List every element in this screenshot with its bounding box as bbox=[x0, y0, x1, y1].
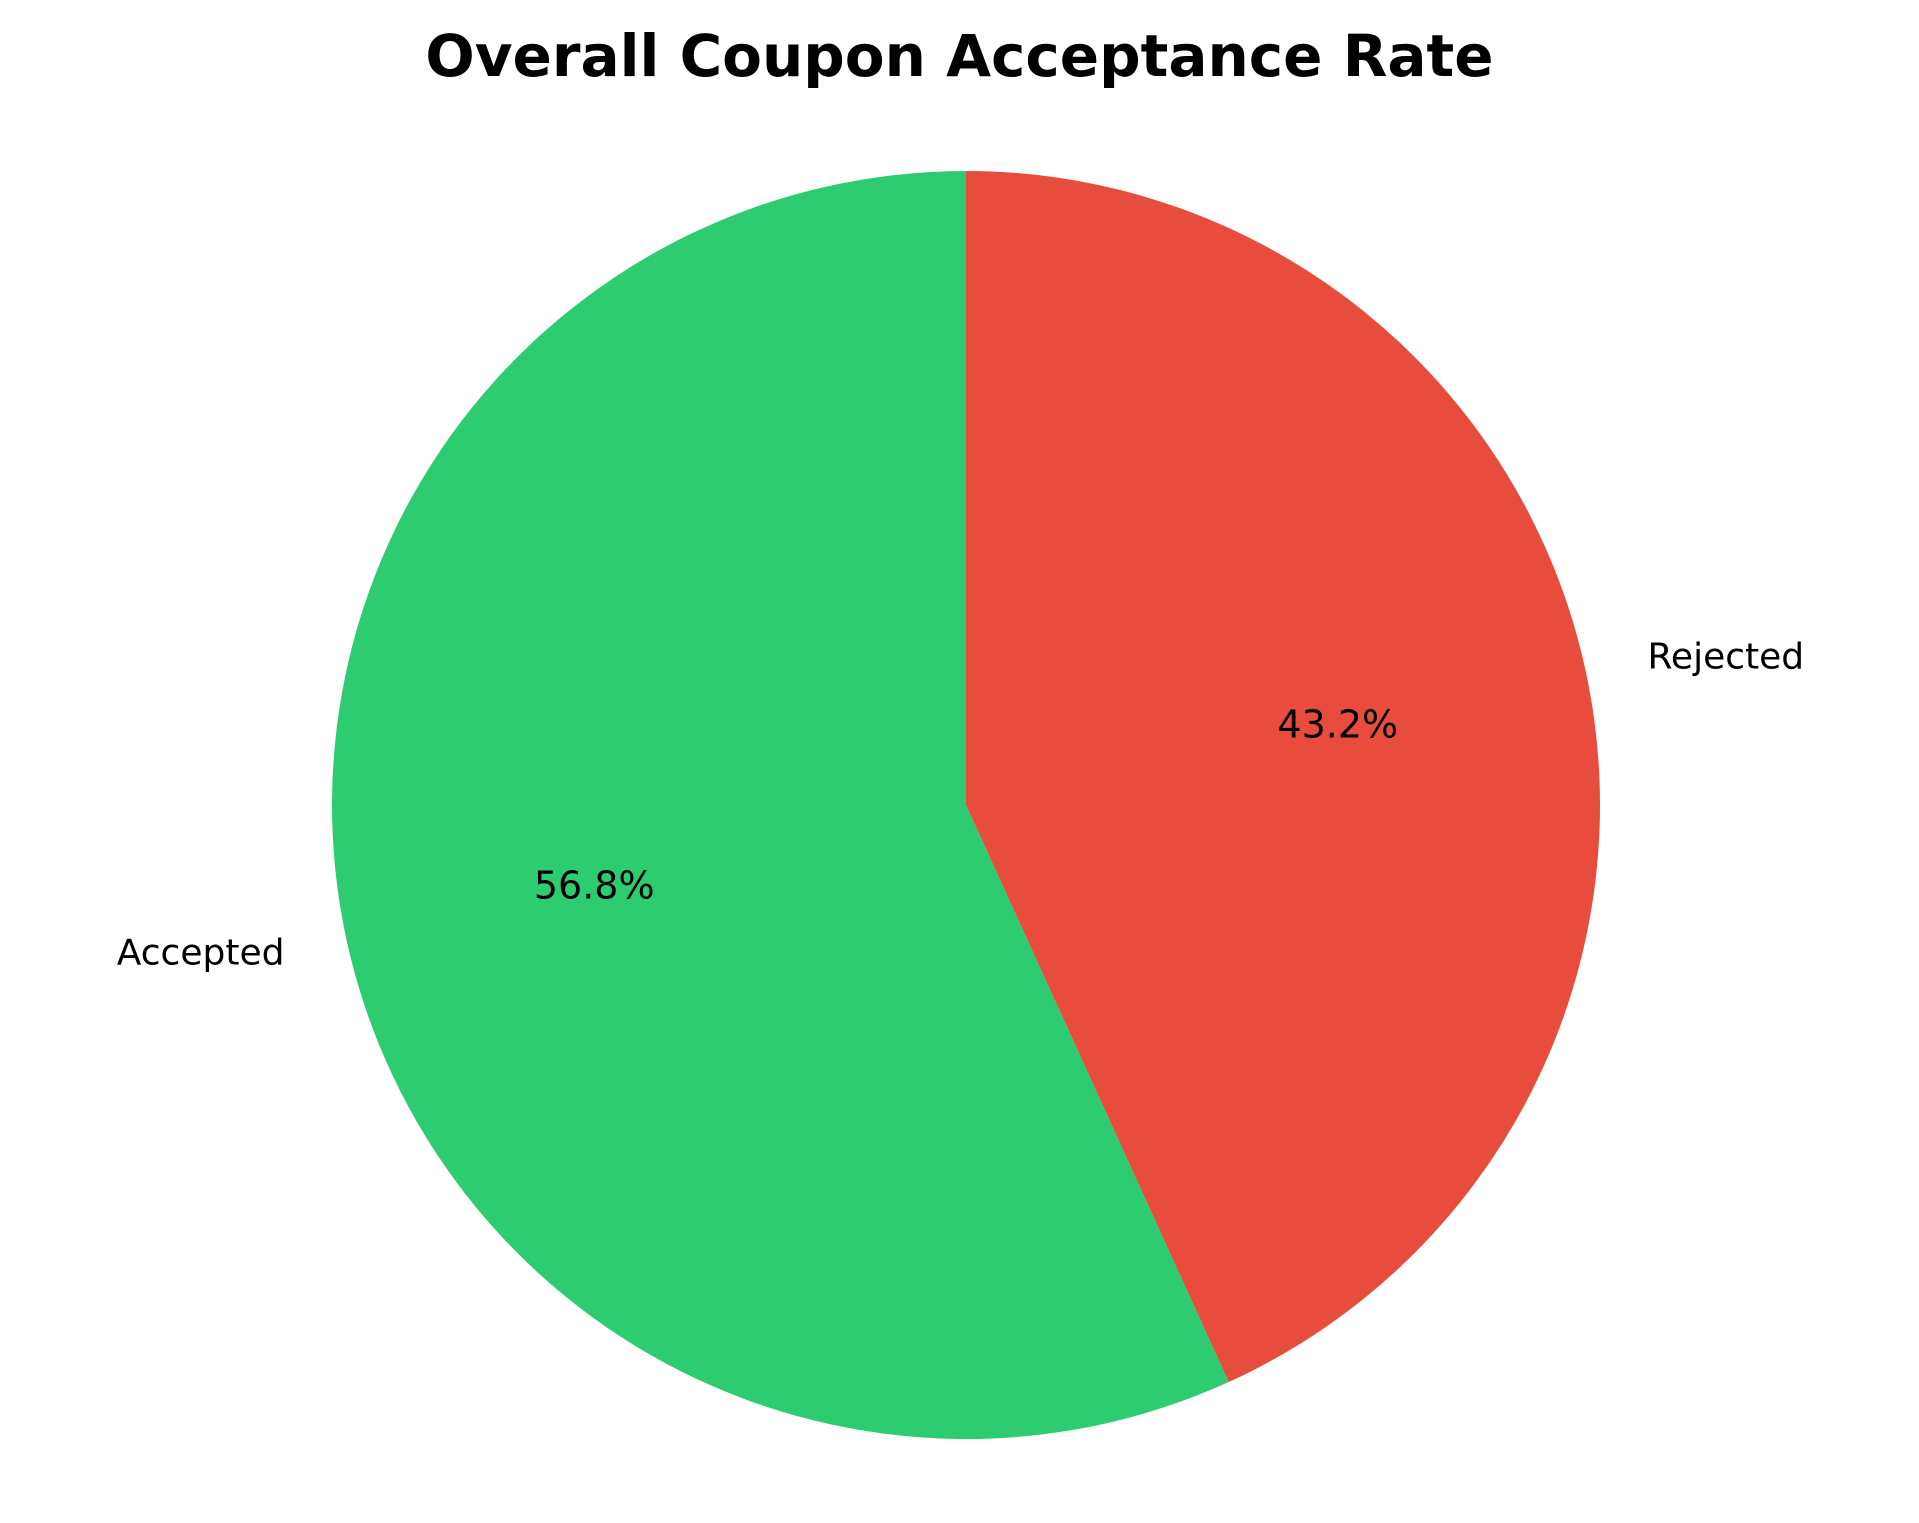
chart-title: Overall Coupon Acceptance Rate bbox=[425, 22, 1494, 90]
slice-label-accepted: Accepted bbox=[117, 932, 285, 973]
pct-label-rejected: 43.2% bbox=[1277, 702, 1398, 746]
pie-slice-accepted bbox=[332, 171, 1229, 1439]
pie-slice-rejected bbox=[966, 171, 1601, 1383]
pct-label-accepted: 56.8% bbox=[534, 864, 655, 908]
slice-label-rejected: Rejected bbox=[1648, 637, 1805, 678]
